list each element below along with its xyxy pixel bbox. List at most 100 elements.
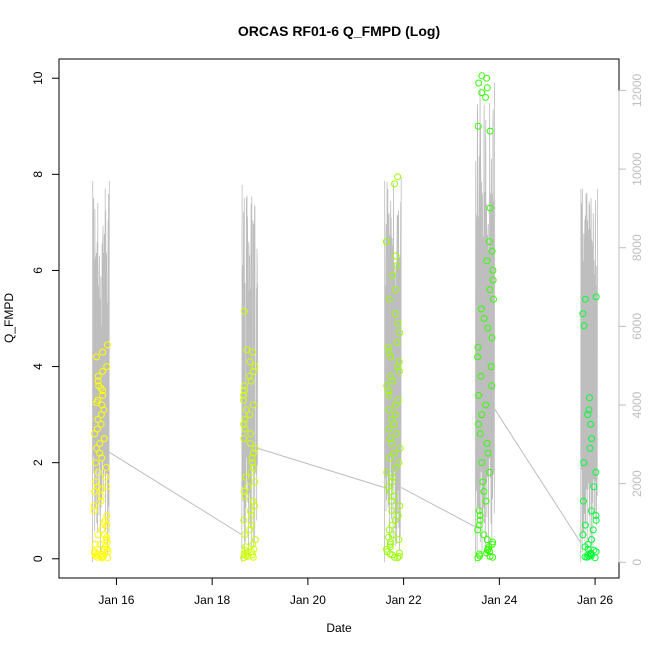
y2-tick-label: 0 — [630, 559, 644, 566]
data-point — [396, 444, 404, 452]
data-point — [97, 420, 105, 428]
data-point — [474, 554, 482, 562]
data-point — [386, 435, 394, 443]
data-point — [246, 411, 254, 419]
data-point — [102, 473, 109, 481]
data-point — [251, 478, 259, 486]
data-point — [241, 531, 249, 539]
data-point — [385, 526, 393, 534]
data-point — [94, 396, 102, 404]
data-point — [102, 464, 110, 471]
data-point — [581, 295, 589, 303]
y-tick-label: 4 — [31, 363, 45, 370]
data-point — [104, 341, 111, 349]
data-point — [477, 305, 485, 313]
y-tick-label: 2 — [31, 459, 45, 466]
data-point — [388, 507, 396, 515]
altitude-line-layer — [92, 82, 598, 563]
altitude-line-flight-2 — [241, 184, 259, 563]
data-point — [385, 348, 393, 356]
data-point — [482, 497, 490, 505]
data-point — [240, 488, 248, 495]
data-point — [94, 372, 102, 380]
data-point — [101, 516, 109, 524]
data-point — [395, 552, 403, 560]
y-tick-label: 0 — [31, 555, 45, 562]
chart-title: ORCAS RF01-6 Q_FMPD (Log) — [238, 23, 440, 39]
data-point — [385, 406, 393, 414]
data-point — [584, 540, 592, 548]
data-point — [240, 387, 248, 395]
data-point — [475, 521, 483, 529]
data-point — [97, 497, 105, 505]
data-point — [393, 339, 401, 346]
data-point — [247, 512, 255, 519]
data-point — [249, 553, 257, 561]
data-point — [476, 512, 484, 519]
data-point — [94, 468, 102, 476]
data-point — [592, 512, 600, 519]
data-point — [91, 488, 99, 495]
data-point — [251, 444, 259, 452]
data-point — [249, 497, 257, 505]
data-point — [587, 552, 595, 560]
data-point — [97, 384, 105, 392]
data-point — [482, 93, 489, 101]
data-point — [478, 411, 486, 419]
data-points-layer — [90, 72, 600, 562]
data-point — [474, 353, 482, 361]
y2-tick-label: 8000 — [630, 234, 644, 261]
data-point — [100, 435, 108, 443]
data-point — [386, 538, 394, 546]
data-point — [96, 449, 104, 457]
data-point — [251, 363, 259, 371]
data-point — [483, 257, 491, 265]
data-point — [384, 343, 392, 351]
data-point — [388, 478, 396, 486]
x-axis-label: Date — [326, 621, 352, 635]
data-point — [103, 363, 111, 371]
data-point — [390, 449, 398, 457]
data-point — [483, 439, 491, 447]
altitude-connector-4 — [494, 408, 582, 543]
data-point — [386, 488, 394, 495]
data-point — [240, 307, 248, 315]
data-point — [488, 382, 496, 390]
data-point — [484, 324, 492, 332]
data-point — [395, 536, 403, 544]
data-point — [97, 492, 105, 500]
data-point — [586, 444, 594, 452]
altitude-line-flight-1 — [92, 180, 110, 563]
data-point — [592, 516, 600, 524]
data-point — [240, 420, 248, 428]
data-point — [387, 372, 394, 380]
data-point — [395, 549, 403, 557]
data-point — [96, 540, 104, 548]
x-tick-label: Jan 18 — [194, 593, 230, 607]
data-point — [98, 526, 106, 534]
data-point — [99, 367, 107, 375]
data-point — [587, 420, 595, 428]
data-point — [243, 346, 251, 354]
data-point — [388, 439, 396, 447]
data-point — [480, 488, 488, 495]
x-tick-label: Jan 16 — [98, 593, 134, 607]
data-point — [249, 449, 257, 457]
x-tick-label: Jan 24 — [481, 593, 517, 607]
data-point — [480, 531, 488, 539]
data-point — [91, 548, 99, 556]
data-point — [389, 271, 397, 279]
data-point — [383, 382, 391, 390]
data-point — [589, 526, 597, 534]
data-point — [489, 538, 497, 546]
data-point — [93, 444, 100, 452]
data-point — [99, 348, 107, 356]
data-point — [92, 459, 100, 467]
y2-tick-label: 12000 — [630, 73, 644, 107]
data-point — [388, 415, 395, 423]
data-point — [241, 425, 249, 433]
data-point — [474, 526, 482, 534]
altitude-connector-1 — [108, 451, 243, 536]
data-point — [249, 367, 257, 375]
data-point — [392, 411, 399, 419]
